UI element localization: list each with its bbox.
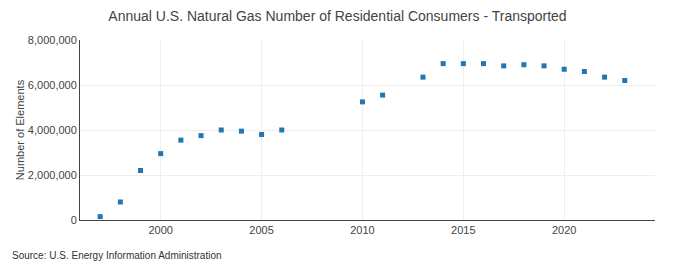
svg-text:2015: 2015 <box>451 224 475 236</box>
svg-text:Source: U.S. Energy Informatio: Source: U.S. Energy Information Administ… <box>12 250 222 261</box>
svg-text:8,000,000: 8,000,000 <box>28 34 77 46</box>
svg-text:2020: 2020 <box>552 224 576 236</box>
svg-text:0: 0 <box>71 214 77 226</box>
svg-text:4,000,000: 4,000,000 <box>28 124 77 136</box>
svg-text:2000: 2000 <box>148 224 172 236</box>
svg-text:Annual U.S. Natural Gas Number: Annual U.S. Natural Gas Number of Reside… <box>108 8 566 24</box>
svg-text:2,000,000: 2,000,000 <box>28 169 77 181</box>
svg-text:Number of Elements: Number of Elements <box>14 79 26 180</box>
svg-text:2010: 2010 <box>350 224 374 236</box>
svg-text:6,000,000: 6,000,000 <box>28 79 77 91</box>
svg-text:2005: 2005 <box>249 224 273 236</box>
